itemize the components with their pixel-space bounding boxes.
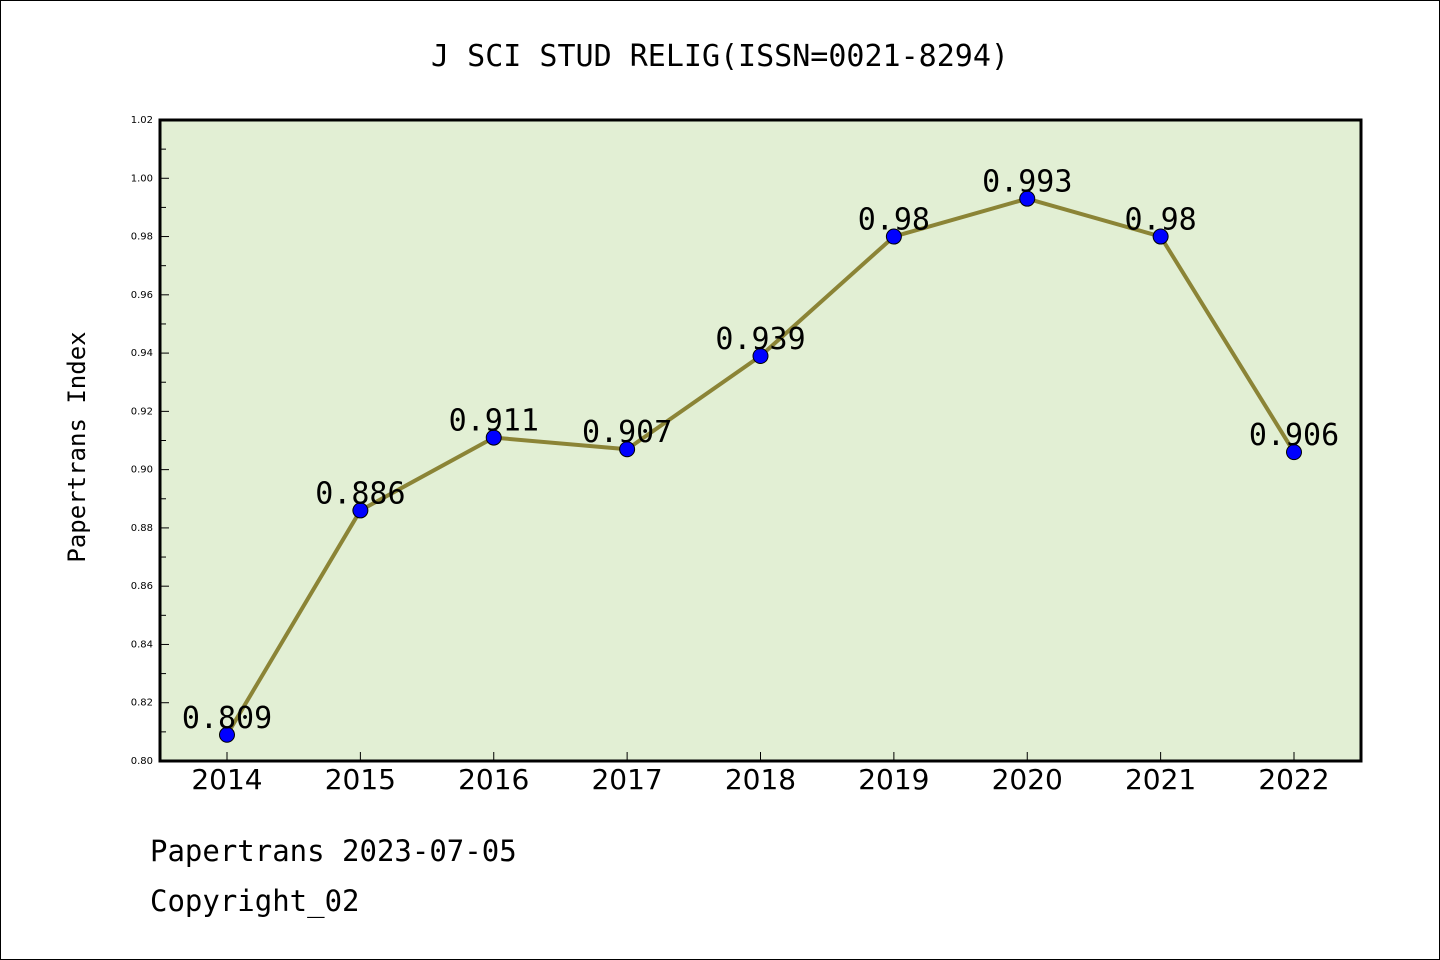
y-tick-label: 0.90 — [131, 465, 153, 476]
y-tick-label: 0.88 — [131, 523, 153, 534]
data-point — [752, 348, 769, 365]
y-axis: 0.80 0.82 0.84 0.86 0.88 0.90 0.92 0.94 0.96 0.98… — [131, 115, 169, 767]
footer-date-line: Papertrans 2023-07-05 — [150, 834, 517, 868]
data-point — [1019, 190, 1036, 207]
x-tick-label: 2016 — [458, 763, 529, 796]
y-tick-label: 0.96 — [131, 290, 153, 301]
data-point — [885, 228, 902, 245]
y-tick-label: 0.84 — [131, 639, 153, 650]
data-labels: 0.809 0.886 0.911 0.907 0.939 0.98 0.993 0.98 0.… — [182, 165, 1339, 736]
y-tick-label: 1.00 — [131, 173, 153, 184]
y-tick-label: 0.94 — [131, 348, 153, 359]
data-label: 0.939 — [715, 322, 805, 357]
x-tick-label: 2020 — [992, 763, 1063, 796]
x-tick-label: 2014 — [191, 763, 262, 796]
data-point — [485, 429, 502, 446]
x-tick-label: 2022 — [1258, 763, 1329, 796]
y-tick-label: 0.82 — [131, 698, 153, 709]
plot-area — [158, 118, 1363, 763]
data-point — [219, 726, 235, 743]
chart-title: J SCI STUD RELIG(ISSN=0021-8294) — [431, 39, 1009, 74]
x-tick-label: 2017 — [591, 763, 662, 796]
data-label: 0.906 — [1249, 418, 1339, 453]
data-label: 0.98 — [1125, 203, 1197, 238]
data-label: 0.809 — [182, 701, 272, 736]
footer-copyright: Copyright_02 — [150, 884, 360, 918]
x-tick-label: 2021 — [1125, 763, 1196, 796]
data-label: 0.886 — [315, 476, 405, 511]
data-label: 0.911 — [449, 404, 539, 439]
y-tick-label: 0.80 — [131, 756, 153, 767]
data-point — [1286, 444, 1302, 461]
x-tick-label: 2018 — [725, 763, 796, 796]
data-label: 0.98 — [858, 203, 930, 238]
data-point — [619, 441, 636, 458]
x-tick-label: 2019 — [858, 763, 929, 796]
y-tick-label: 0.86 — [131, 581, 153, 592]
y-tick-label: 0.98 — [131, 232, 153, 243]
data-label: 0.993 — [982, 165, 1072, 200]
data-point — [1152, 228, 1169, 245]
y-axis-label: Papertrans Index — [63, 331, 91, 562]
series-markers — [219, 190, 1302, 743]
x-tick-label: 2015 — [325, 763, 396, 796]
data-label: 0.907 — [582, 415, 672, 450]
y-tick-label: 1.02 — [131, 115, 153, 126]
data-point — [352, 502, 369, 519]
x-axis: 2014 2015 2016 2017 2018 2019 2020 2021 2022 — [191, 752, 1330, 796]
y-tick-label: 0.92 — [131, 406, 153, 417]
